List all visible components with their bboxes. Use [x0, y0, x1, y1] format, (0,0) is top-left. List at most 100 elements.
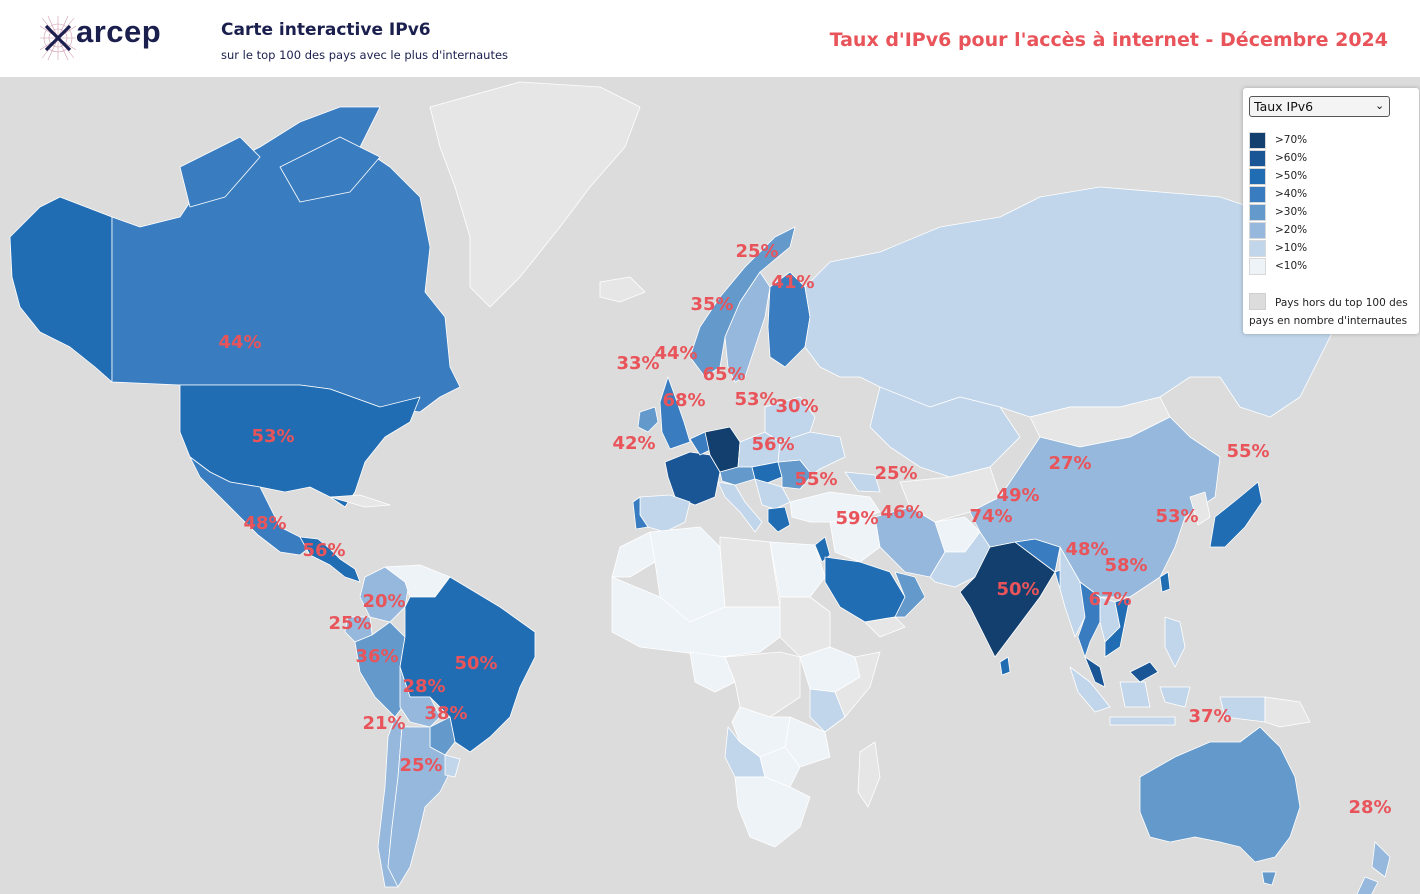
country-central-america[interactable] — [299, 536, 361, 583]
legend-label: >10% — [1275, 242, 1308, 254]
country-iceland[interactable] — [599, 276, 646, 303]
country-argentina[interactable] — [387, 726, 451, 888]
legend-item: >40% — [1249, 186, 1414, 204]
legend-item: >10% — [1249, 240, 1414, 258]
country-south-africa[interactable] — [734, 776, 811, 848]
label-guatemala: 56% — [302, 540, 345, 561]
label-usa: 53% — [251, 426, 294, 447]
country-ukraine[interactable] — [777, 431, 846, 476]
country-taiwan[interactable] — [1159, 571, 1171, 593]
label-thailand: 48% — [1065, 539, 1108, 560]
country-korea[interactable] — [1189, 491, 1211, 526]
country-sweden[interactable] — [724, 271, 771, 383]
country-yemen[interactable] — [864, 616, 906, 638]
legend-item: >20% — [1249, 222, 1414, 240]
label-saudi-arabia: 59% — [835, 508, 878, 529]
label-france: 68% — [662, 390, 705, 411]
label-argentina: 25% — [399, 755, 442, 776]
legend-swatch — [1249, 168, 1266, 185]
country-central-africa[interactable] — [724, 651, 801, 718]
country-uk[interactable] — [659, 376, 691, 450]
country-somalia[interactable] — [834, 651, 881, 718]
metric-select[interactable]: Taux IPv6 — [1249, 96, 1390, 117]
country-oman-uae[interactable] — [894, 571, 926, 618]
country-zambia[interactable] — [759, 746, 801, 788]
label-germany: 65% — [702, 364, 745, 385]
country-madagascar[interactable] — [857, 741, 881, 808]
legend-label: >50% — [1275, 170, 1308, 182]
label-brazil: 50% — [454, 653, 497, 674]
country-canada-islands[interactable] — [179, 136, 261, 208]
country-cuba[interactable] — [329, 494, 391, 508]
legend-label: >40% — [1275, 188, 1308, 200]
country-greenland[interactable] — [429, 81, 641, 308]
country-belarus[interactable] — [764, 396, 816, 443]
country-sri-lanka[interactable] — [999, 656, 1011, 676]
label-hungary: 53% — [734, 389, 777, 410]
country-iraq-syria[interactable] — [829, 516, 881, 563]
country-vietnam[interactable] — [1104, 596, 1131, 658]
label-greece: 56% — [751, 434, 794, 455]
country-japan[interactable] — [1209, 481, 1263, 548]
app-title: Carte interactive IPv6 — [221, 20, 431, 40]
label-malaysia: 67% — [1088, 589, 1131, 610]
label-mexico: 48% — [243, 513, 286, 534]
country-australia[interactable] — [1139, 726, 1301, 863]
legend-item: >60% — [1249, 150, 1414, 168]
label-ecuador: 25% — [328, 613, 371, 634]
legend-label: <10% — [1275, 260, 1308, 272]
label-sri-lanka: 50% — [996, 579, 1039, 600]
country-usa-alaska[interactable] — [9, 196, 113, 383]
label-sweden: 25% — [735, 241, 778, 262]
country-turkey[interactable] — [789, 491, 881, 523]
label-norway: 35% — [690, 294, 733, 315]
country-philippines[interactable] — [1164, 616, 1186, 668]
label-romania: 30% — [775, 396, 818, 417]
country-new-zealand[interactable] — [1352, 841, 1391, 894]
legend-swatch — [1249, 258, 1266, 275]
country-caucasus[interactable] — [844, 471, 881, 493]
logo-wordmark[interactable]: arcep — [76, 14, 162, 49]
label-portugal: 42% — [612, 433, 655, 454]
country-canada-islands-2[interactable] — [279, 136, 381, 203]
legend-swatch — [1249, 222, 1266, 239]
country-israel[interactable] — [814, 536, 831, 563]
country-malaysia[interactable] — [1084, 656, 1106, 688]
legend-swatch — [1249, 204, 1266, 221]
country-sahel[interactable] — [611, 576, 781, 658]
legend-item: >50% — [1249, 168, 1414, 186]
label-ireland: 33% — [616, 353, 659, 374]
label-finland: 41% — [771, 272, 814, 293]
legend-swatch — [1249, 186, 1266, 203]
label-paraguay: 38% — [424, 703, 467, 724]
country-norway[interactable] — [689, 226, 796, 378]
label-new-zealand: 28% — [1348, 797, 1391, 818]
country-ireland[interactable] — [637, 406, 659, 433]
country-bolivia[interactable] — [399, 666, 441, 728]
country-indonesia[interactable] — [1069, 666, 1266, 726]
legend-swatch — [1249, 240, 1266, 257]
legend-swatch — [1249, 132, 1266, 149]
country-nigeria[interactable] — [689, 651, 736, 693]
label-china: 27% — [1048, 453, 1091, 474]
arcep-logo-icon[interactable] — [38, 14, 188, 62]
country-italy[interactable] — [717, 481, 763, 533]
country-greece[interactable] — [767, 506, 791, 533]
label-uk: 44% — [654, 343, 697, 364]
legend-panel: Taux IPv6 ⌄ >70% >60% >50% >40% >30% >20… — [1243, 88, 1419, 334]
country-balkans[interactable] — [754, 478, 791, 510]
country-uruguay[interactable] — [444, 754, 461, 778]
country-france[interactable] — [664, 451, 721, 506]
country-egypt[interactable] — [769, 541, 826, 598]
country-portugal[interactable] — [632, 496, 649, 530]
label-taiwan: 53% — [1155, 506, 1198, 527]
world-map[interactable]: 44% 53% 48% 56% 20% 25% 36% 50% 28% 38% … — [0, 77, 1420, 894]
country-png[interactable] — [1264, 696, 1311, 728]
country-australia-tasmania[interactable] — [1261, 871, 1277, 886]
country-hungary[interactable] — [751, 461, 783, 486]
country-china[interactable] — [969, 416, 1221, 598]
label-australia: 37% — [1188, 706, 1231, 727]
country-malaysia-borneo[interactable] — [1129, 661, 1159, 683]
legend-item: >30% — [1249, 204, 1414, 222]
country-kenya[interactable] — [809, 688, 846, 733]
